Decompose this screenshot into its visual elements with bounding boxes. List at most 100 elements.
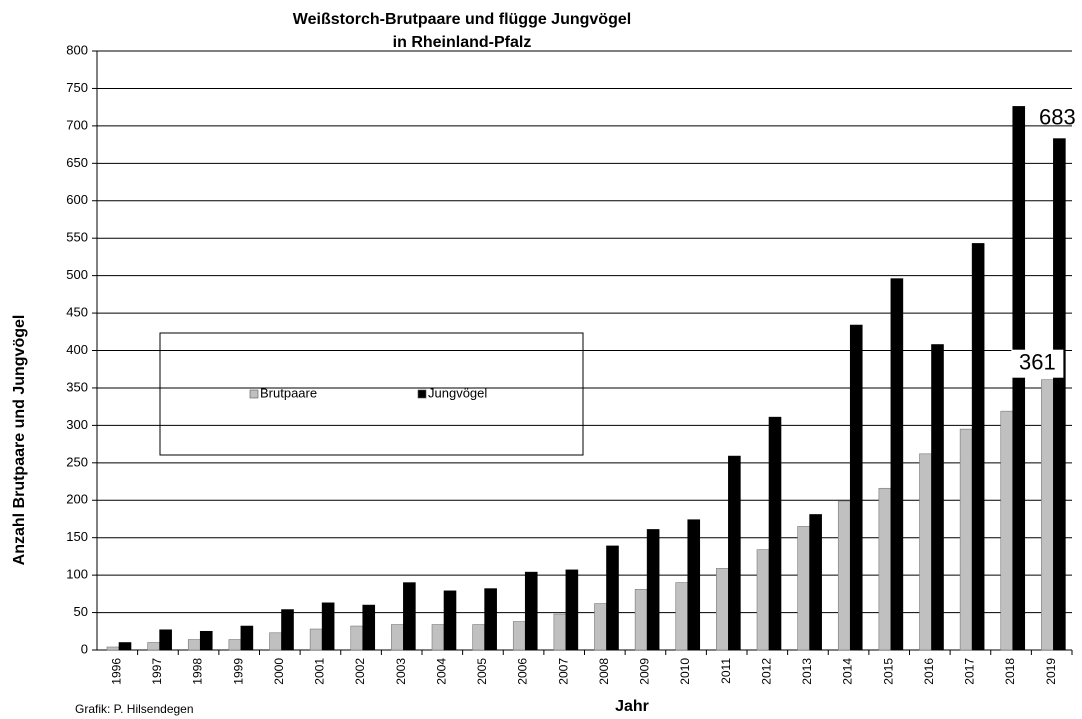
bar [472, 624, 485, 651]
x-tick-label: 2010 [678, 658, 692, 685]
bar [728, 455, 741, 651]
legend-swatch [249, 389, 259, 399]
y-tick-label: 400 [66, 342, 88, 357]
bar [553, 613, 567, 651]
bar [756, 549, 770, 651]
y-tick-label: 700 [66, 117, 88, 132]
y-axis-label: Anzahl Brutpaare und Jungvögel [11, 315, 28, 566]
y-tick-label: 600 [66, 192, 88, 207]
x-axis-label: Jahr [615, 698, 649, 715]
x-tick-label: 2005 [475, 658, 489, 685]
bar [1012, 106, 1026, 651]
x-tick-label: 2008 [597, 658, 611, 685]
label-bg [1011, 349, 1064, 378]
y-tick-label: 450 [66, 305, 88, 320]
bar [1000, 410, 1014, 651]
bar [634, 589, 648, 651]
bar [809, 514, 822, 651]
bar [484, 588, 497, 651]
bar [878, 487, 892, 651]
x-tick-label: 1998 [191, 658, 205, 685]
x-tick-label: 2019 [1044, 658, 1058, 685]
bar [512, 621, 526, 651]
bar [646, 529, 660, 651]
y-tick-label: 750 [66, 80, 88, 95]
x-tick-label: 2006 [516, 658, 530, 685]
x-tick-label: 2012 [759, 658, 773, 685]
y-tick-label: 200 [66, 492, 88, 507]
y-tick-label: 0 [81, 641, 88, 656]
bar [281, 609, 294, 651]
bar [118, 642, 132, 651]
bar [837, 500, 851, 651]
bar [971, 243, 985, 651]
bar [1053, 138, 1066, 651]
bar [240, 625, 254, 651]
bar [106, 646, 120, 651]
bar [187, 639, 201, 651]
x-tick-label: 2009 [638, 658, 652, 685]
bar [431, 624, 445, 651]
x-tick-label: 2016 [922, 658, 936, 685]
bar [1041, 379, 1054, 651]
x-tick-label: 2011 [719, 658, 733, 684]
bar [443, 590, 457, 651]
x-tick-label: 2013 [800, 658, 814, 685]
bar [199, 630, 213, 651]
legend-label: Jungvögel [428, 385, 487, 400]
x-tick-label: 2002 [353, 658, 367, 685]
bar [565, 569, 579, 651]
chart-subtitle: in Rheinland-Pfalz [393, 34, 532, 51]
bar [606, 545, 619, 651]
y-tick-label: 500 [66, 267, 88, 282]
legend-label: Brutpaare [260, 385, 317, 400]
x-tick-label: 1999 [231, 658, 245, 685]
bar [959, 428, 973, 651]
bar [309, 628, 323, 651]
bar [391, 624, 404, 651]
bar [919, 453, 932, 651]
legend-swatch [417, 389, 427, 399]
bar [594, 603, 607, 651]
data-label: 683 [1039, 104, 1076, 129]
bar [269, 632, 282, 651]
bar [849, 324, 863, 651]
x-tick-label: 2003 [394, 658, 408, 685]
bar [675, 582, 689, 651]
bar [768, 416, 782, 651]
x-tick-label: 2015 [881, 658, 895, 685]
y-tick-label: 350 [66, 379, 88, 394]
x-tick-label: 2004 [434, 658, 448, 685]
x-tick-label: 2017 [963, 658, 977, 685]
bar [403, 582, 416, 651]
legend-box [159, 332, 584, 456]
bar [687, 519, 701, 651]
x-tick-label: 2007 [556, 658, 570, 685]
bar [524, 571, 538, 651]
credit: Grafik: P. Hilsendegen [75, 702, 194, 716]
y-tick-label: 250 [66, 454, 88, 469]
x-tick-label: 2018 [1003, 658, 1017, 685]
bar [228, 639, 242, 651]
bar [321, 602, 335, 651]
y-tick-label: 300 [66, 417, 88, 432]
x-tick-label: 1996 [109, 658, 123, 685]
chart-title: Weißstorch-Brutpaare und flügge Jungvöge… [293, 11, 631, 28]
bar [147, 642, 160, 651]
bar [716, 568, 729, 651]
y-tick-label: 50 [74, 604, 88, 619]
y-tick-label: 800 [66, 42, 88, 57]
bar [159, 629, 172, 651]
data-label: 361 [1019, 350, 1056, 375]
y-tick-label: 100 [66, 567, 88, 582]
x-tick-label: 2000 [272, 658, 286, 685]
bar [890, 278, 904, 651]
y-tick-label: 550 [66, 230, 88, 245]
x-tick-label: 2001 [313, 658, 327, 685]
bar [797, 526, 810, 651]
bar [362, 604, 376, 651]
y-tick-label: 150 [66, 529, 88, 544]
bar [931, 344, 944, 651]
x-tick-label: 2014 [841, 658, 855, 685]
